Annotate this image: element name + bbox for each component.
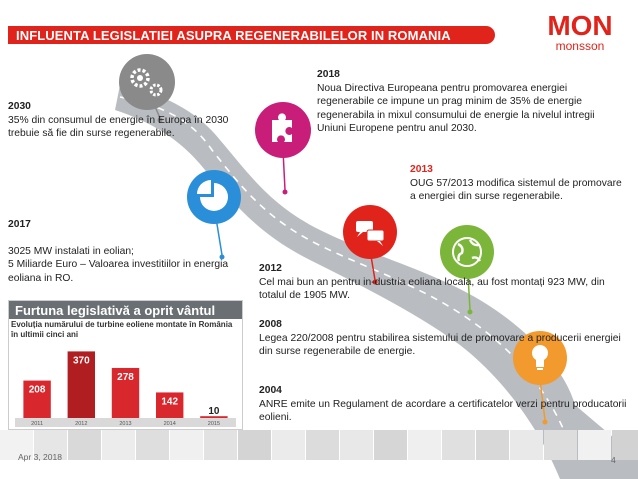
timeline-year: 2012 — [259, 263, 282, 274]
chart-category-label: 2014 — [164, 421, 176, 427]
logo-top-text: MON — [547, 10, 612, 41]
timeline-year: 2030 — [8, 101, 31, 112]
newspaper-chart: Furtuna legislativă a oprit vântul Evolu… — [8, 300, 243, 430]
chart-value-label: 142 — [161, 396, 178, 407]
puzzle-icon — [255, 102, 311, 158]
logo-bottom-text: monsson — [556, 39, 605, 53]
footer-tile — [442, 430, 475, 460]
timeline-year: 2018 — [317, 69, 340, 80]
footer-tile — [476, 430, 509, 460]
timeline-year: 2004 — [259, 385, 282, 396]
timeline-text: Cel mai bun an pentru in-dustria eoliana… — [259, 276, 605, 302]
footer-date: Apr 3, 2018 — [18, 452, 62, 462]
footer-tile — [68, 430, 101, 460]
chart-category-label: 2011 — [31, 421, 43, 427]
slide-title: INFLUENTA LEGISLATIEI ASUPRA REGENERABIL… — [16, 28, 451, 43]
timeline-item-2012: 2012 Cel mai bun an pentru in-dustria eo… — [259, 262, 629, 303]
footer-tile — [340, 430, 373, 460]
chart-category-label: 2015 — [208, 421, 220, 427]
timeline-text: OUG 57/2013 modifica sistemul de promova… — [410, 177, 622, 203]
footer-tile — [170, 430, 203, 460]
pie-icon — [187, 170, 241, 224]
chart-headline: Furtuna legislativă a oprit vântul — [15, 303, 215, 318]
timeline-year: 2008 — [259, 319, 282, 330]
page-number: 4 — [611, 455, 616, 465]
footer-tile — [510, 430, 543, 460]
turbine-bar-chart: Furtuna legislativă a oprit vântul Evolu… — [9, 301, 242, 427]
footer-tile — [578, 430, 611, 460]
gears-icon — [119, 54, 175, 110]
chart-bar — [23, 380, 51, 418]
footer-tile — [204, 430, 237, 460]
globe-icon — [440, 225, 494, 279]
chart-category-label: 2013 — [119, 421, 131, 427]
footer-tile — [136, 430, 169, 460]
chart-bar — [67, 351, 96, 418]
timeline-text: ANRE emite un Regulament de acordare a c… — [259, 398, 627, 424]
chart-bar — [155, 392, 184, 418]
footer-strip — [0, 430, 638, 460]
timeline-text: Legea 220/2008 pentru stabilirea sistemu… — [259, 332, 621, 358]
footer-tile — [306, 430, 339, 460]
chart-value-label: 208 — [29, 385, 46, 396]
footer-tile — [272, 430, 305, 460]
footer-tile — [238, 430, 271, 460]
timeline-item-2013: 2013 OUG 57/2013 modifica sistemul de pr… — [410, 163, 628, 204]
road-center-line — [119, 96, 569, 441]
chart-subheadline: Evoluția numărului de turbine eoliene mo… — [11, 320, 233, 339]
monsson-logo: MON monsson — [547, 10, 612, 53]
timeline-item-2030: 2030 35% din consumul de energie în Euro… — [8, 100, 240, 141]
footer-tile — [102, 430, 135, 460]
timeline-item-2004: 2004 ANRE emite un Regulament de acordar… — [259, 384, 629, 425]
title-bar — [8, 26, 495, 44]
chart-bar — [111, 367, 140, 418]
timeline-item-2008: 2008 Legea 220/2008 pentru stabilirea si… — [259, 318, 629, 359]
chart-bar — [200, 416, 228, 418]
timeline-text: 3025 MW instalati in eolian; 5 Miliarde … — [8, 245, 229, 284]
chart-value-label: 370 — [73, 355, 90, 366]
footer-tile — [34, 430, 67, 460]
chart-category-label: 2012 — [75, 421, 87, 427]
timeline-item-2018: 2018 Noua Directiva Europeana pentru pro… — [317, 68, 622, 136]
timeline-year: 2017 — [8, 218, 31, 230]
timeline-text: Noua Directiva Europeana pentru promovar… — [317, 82, 595, 135]
timeline-item-2017: 2017 3025 MW instalati in eolian; 5 Mili… — [8, 204, 238, 299]
timeline-year: 2013 — [410, 164, 433, 175]
chart-axis — [15, 418, 236, 427]
footer-tile — [544, 430, 577, 460]
timeline-text: 35% din consumul de energie în Europa în… — [8, 114, 229, 140]
footer-tile — [0, 430, 33, 460]
footer-tile — [612, 430, 638, 460]
speech-bubbles-icon — [343, 205, 397, 259]
chart-value-label: 278 — [117, 372, 134, 383]
footer-tile — [408, 430, 441, 460]
footer-tile — [374, 430, 407, 460]
lightbulb-icon — [513, 331, 567, 385]
chart-value-label: 10 — [208, 406, 220, 417]
